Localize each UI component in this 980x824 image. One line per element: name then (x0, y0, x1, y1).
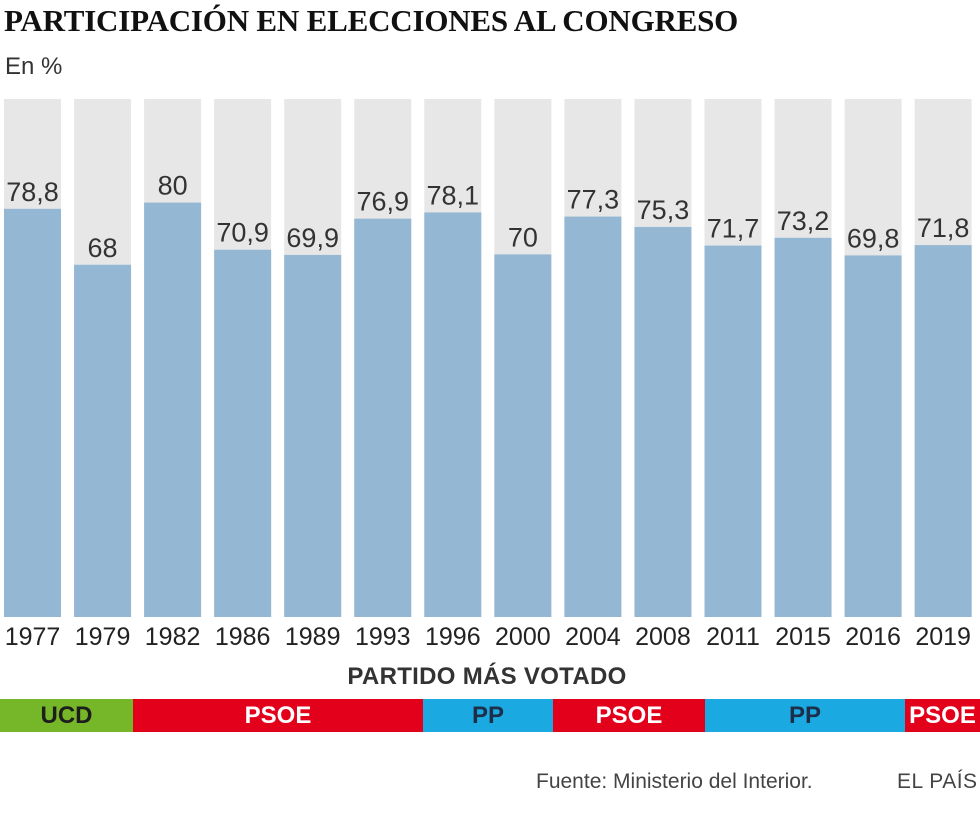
year-label-2004: 2004 (565, 623, 621, 651)
source-note: Fuente: Ministerio del Interior. (536, 770, 813, 793)
year-label-1982: 1982 (145, 623, 201, 651)
year-label-1979: 1979 (75, 623, 131, 651)
bar-2000 (494, 254, 552, 617)
year-label-1993: 1993 (355, 623, 411, 651)
party-segment-pp-3: PP (423, 699, 553, 732)
year-label-1986: 1986 (215, 623, 271, 651)
value-label-1996: 78,1 (427, 180, 480, 210)
party-segment-pp-5: PP (705, 699, 905, 732)
bar-1982 (144, 202, 202, 617)
year-label-2019: 2019 (915, 623, 971, 651)
party-segment-psoe-2: PSOE (133, 699, 423, 732)
party-segment-psoe-4: PSOE (553, 699, 705, 732)
value-label-2011: 71,7 (707, 214, 760, 244)
value-label-2015: 73,2 (777, 206, 830, 236)
bar-1993 (354, 218, 412, 617)
most-voted-party-strip: UCD PSOE PP PSOE PP PSOE (0, 699, 980, 732)
value-label-2000: 70 (508, 222, 538, 252)
year-label-2016: 2016 (845, 623, 901, 651)
value-label-2016: 69,8 (847, 223, 900, 253)
bar-2008 (634, 226, 692, 618)
bar-1979 (74, 264, 132, 617)
turnout-bar-chart: 78,8 1977 68 1979 80 1982 70,9 1986 69,9 1989 76,9… (4, 99, 972, 651)
value-label-1979: 68 (88, 233, 118, 263)
party-segment-ucd-1: UCD (0, 699, 133, 732)
value-label-2004: 77,3 (567, 185, 620, 215)
party-segment-psoe-6: PSOE (905, 699, 980, 732)
year-label-1989: 1989 (285, 623, 341, 651)
value-label-2008: 75,3 (637, 195, 690, 225)
value-label-1977: 78,8 (6, 177, 59, 207)
bar-2016 (844, 255, 902, 617)
year-label-2015: 2015 (775, 623, 831, 651)
bar-1996 (424, 212, 482, 617)
bar-2015 (774, 237, 832, 617)
year-label-2008: 2008 (635, 623, 691, 651)
bar-1986 (214, 249, 272, 617)
chart-title: PARTICIPACIÓN EN ELECCIONES AL CONGRESO (4, 3, 739, 38)
brand-logo: EL PAÍS (897, 770, 978, 793)
year-label-1996: 1996 (425, 623, 481, 651)
year-label-1977: 1977 (5, 623, 61, 651)
bar-2004 (564, 216, 622, 617)
bar-1989 (284, 254, 342, 617)
bar-2019 (914, 245, 972, 618)
party-strip-title: PARTIDO MÁS VOTADO (347, 663, 627, 690)
value-label-1989: 69,9 (286, 223, 339, 253)
bar-2011 (704, 245, 762, 617)
value-label-1982: 80 (158, 171, 188, 201)
value-label-1986: 70,9 (216, 218, 269, 248)
value-label-1993: 76,9 (356, 187, 409, 217)
value-label-2019: 71,8 (917, 213, 970, 243)
chart-subtitle: En % (5, 53, 63, 80)
bar-1977 (4, 208, 61, 618)
year-label-2011: 2011 (706, 623, 760, 651)
year-label-2000: 2000 (495, 623, 551, 651)
